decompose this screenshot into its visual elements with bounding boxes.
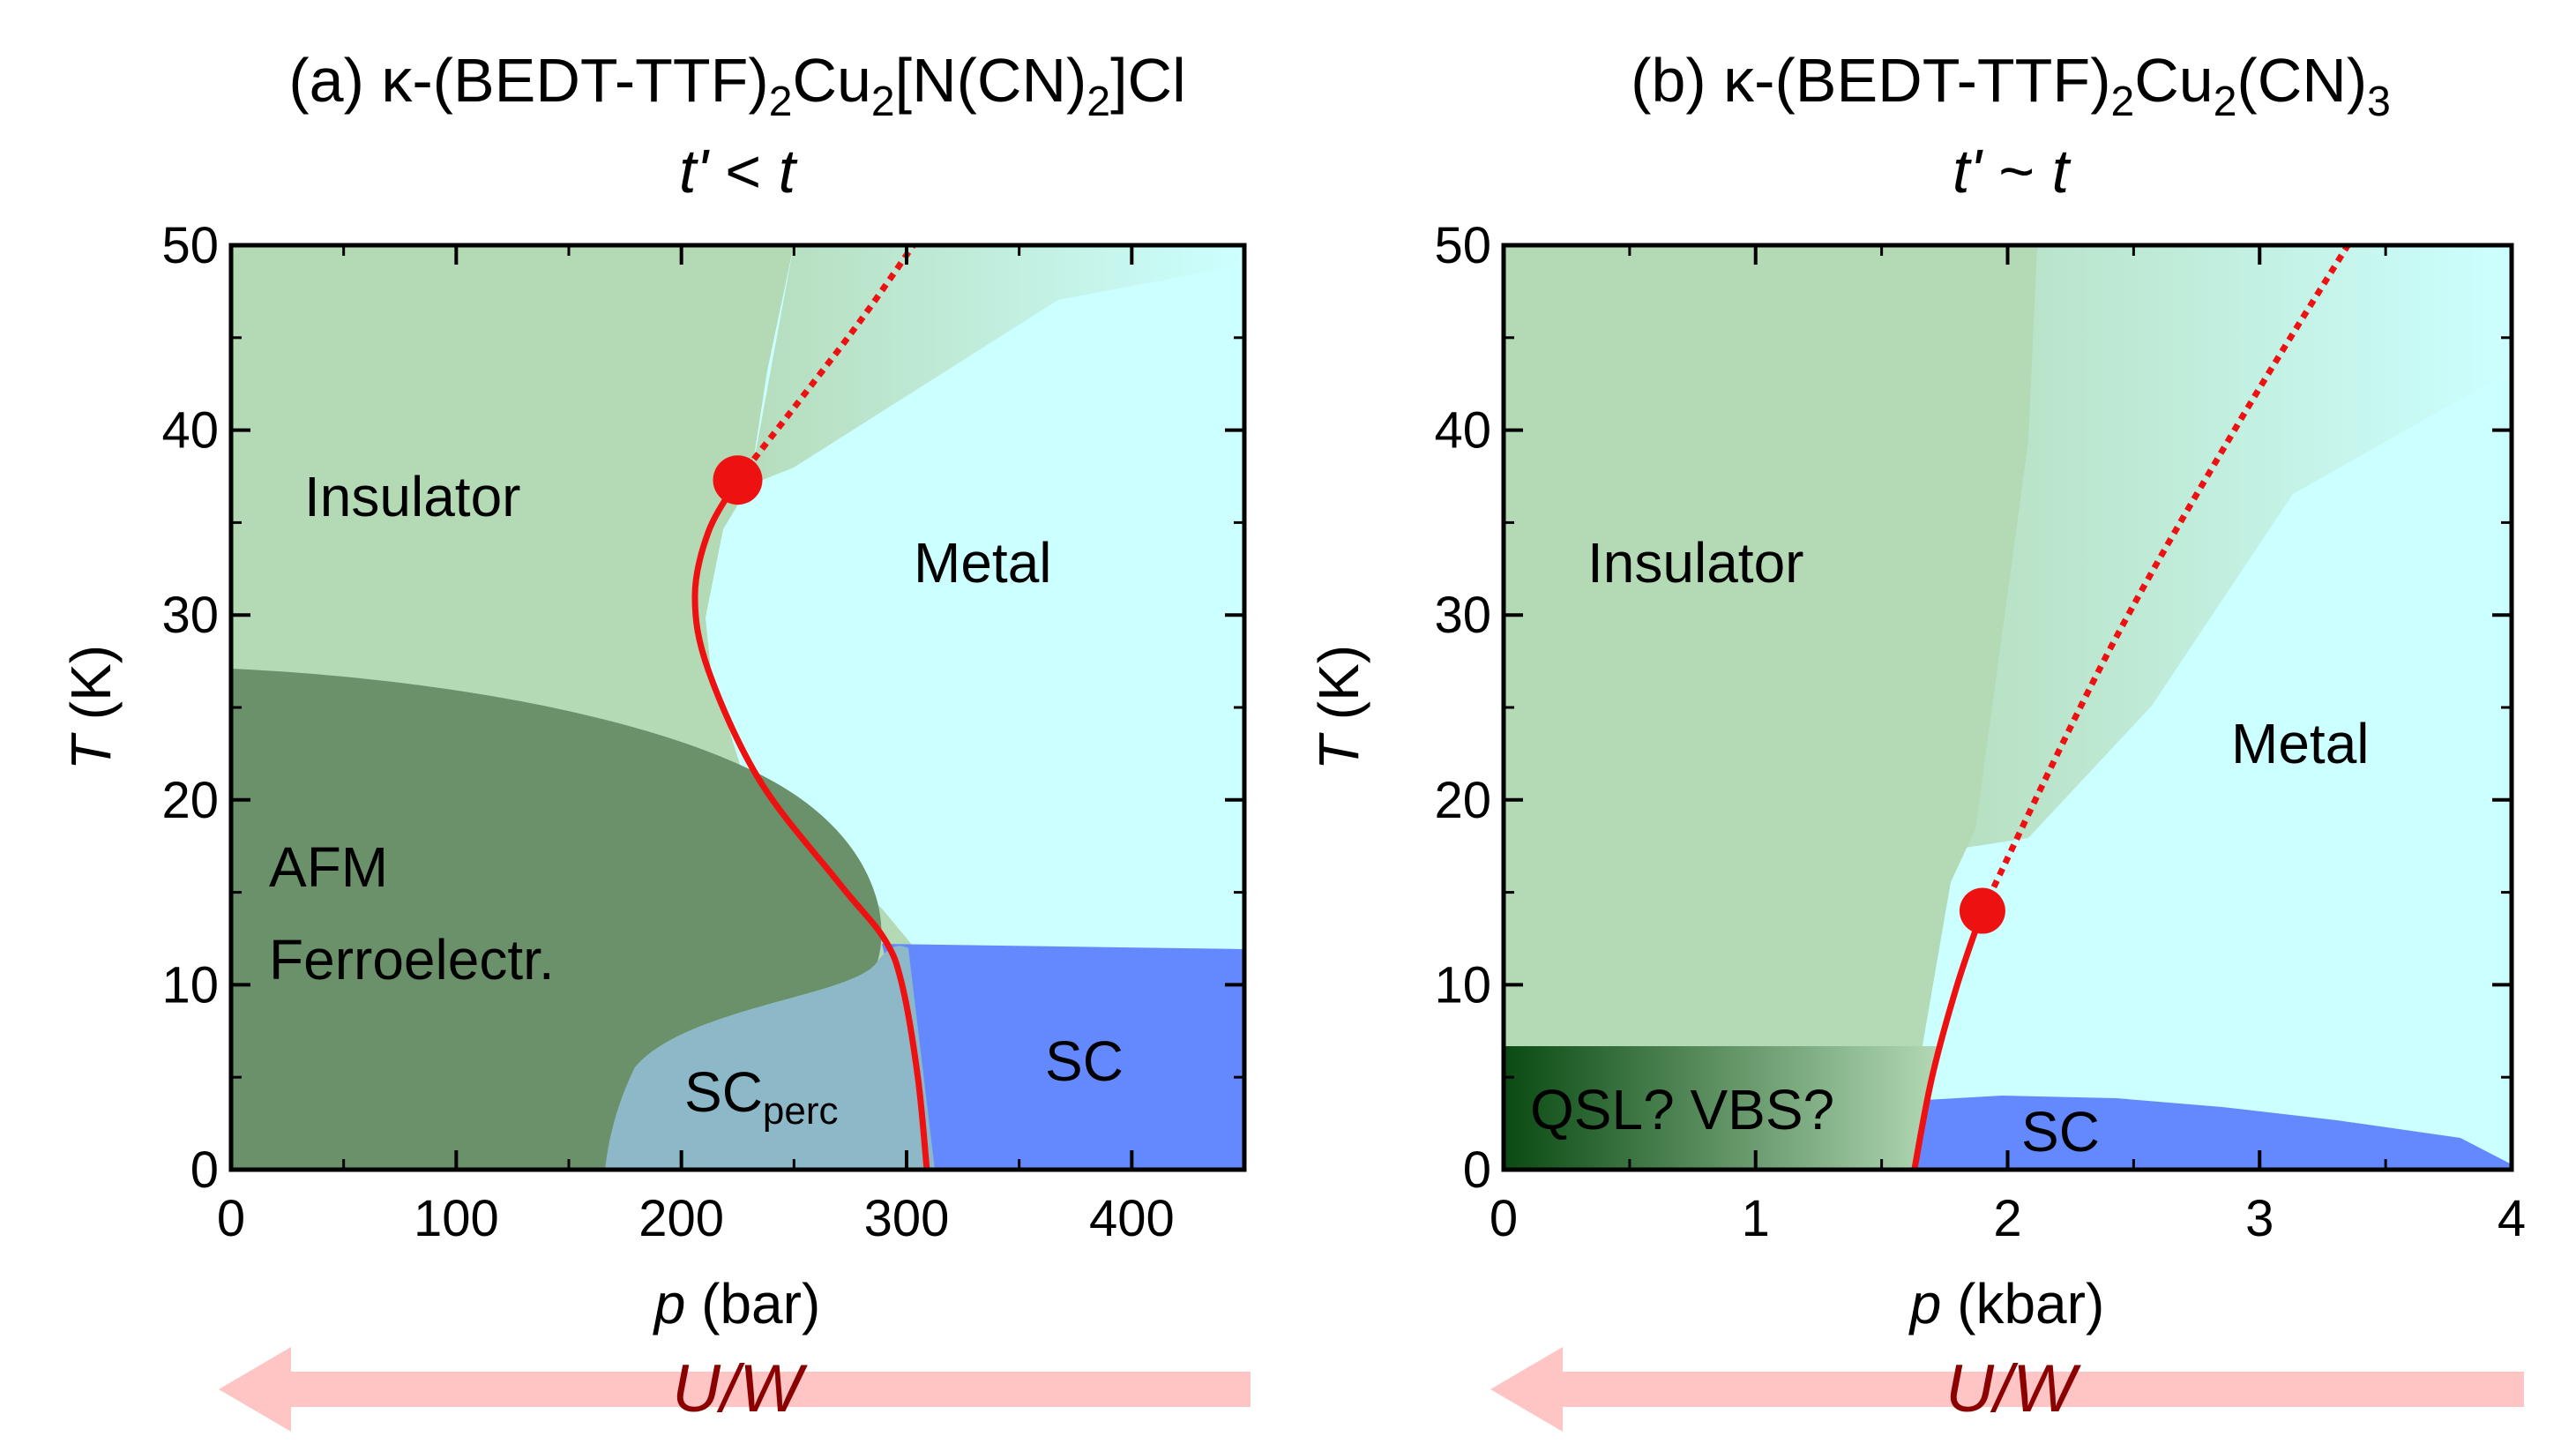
afm-region-a	[231, 669, 882, 1170]
critical-point-b	[1959, 887, 2005, 934]
crossover-region-a	[750, 245, 1244, 485]
y-tick-label: 0	[1463, 1141, 1491, 1199]
region-label-insulator-b: Insulator	[1587, 531, 1803, 595]
region-label-sc-a: SC	[1045, 1029, 1124, 1093]
qsl-region-b	[1504, 1046, 1940, 1170]
chart-subtitle-b: t' ~ t	[1953, 137, 2072, 206]
y-tick-label: 50	[161, 217, 219, 274]
chart-title-b: (b) κ-(BEDT-TTF)2Cu2(CN)3	[1631, 46, 2391, 125]
x-tick-label: 400	[1089, 1190, 1175, 1247]
y-tick-label: 20	[1434, 772, 1491, 829]
y-tick-label: 0	[190, 1141, 219, 1199]
uw-arrow-a	[219, 1347, 1251, 1432]
x-tick-label: 200	[638, 1190, 724, 1247]
first-order-line-a	[691, 478, 930, 1170]
sc-region-a	[882, 944, 1244, 1170]
y-tick-label: 40	[1434, 402, 1491, 460]
insulator-region-b	[1504, 245, 2037, 1170]
chart-title-a: (a) κ-(BEDT-TTF)2Cu2[N(CN)2]Cl	[288, 46, 1185, 125]
y-tick-label: 30	[1434, 587, 1491, 644]
y-axis-label-a: T (K)	[59, 645, 123, 770]
crossover-line-a	[735, 245, 916, 483]
uw-arrow-label-b: U/W	[1945, 1351, 2081, 1426]
region-label-qsl-b: QSL? VBS?	[1530, 1078, 1834, 1141]
region-label-afm-a: AFM	[269, 835, 388, 899]
y-tick-label: 50	[1434, 217, 1491, 274]
ticks-a: 0 100 200 300 400 0 10 20 30 40 50	[161, 217, 1244, 1247]
crossover-line-b	[1979, 245, 2351, 913]
y-axis-label-b: T (K)	[1307, 645, 1370, 770]
x-tick-label: 0	[1490, 1190, 1518, 1247]
y-tick-label: 30	[161, 587, 219, 644]
x-tick-label: 0	[217, 1190, 245, 1247]
uw-arrow-b	[1490, 1347, 2524, 1432]
x-tick-label: 3	[2245, 1190, 2274, 1247]
y-tick-label: 10	[161, 956, 219, 1014]
x-axis-label-b: p (kbar)	[1908, 1272, 2105, 1336]
y-tick-label: 40	[161, 402, 219, 460]
region-label-sc-b: SC	[2021, 1100, 2100, 1163]
x-axis-label-a: p (bar)	[653, 1272, 821, 1336]
region-label-metal-a: Metal	[914, 531, 1052, 595]
region-label-scperc-a: SCperc	[684, 1060, 839, 1133]
y-tick-label: 20	[161, 772, 219, 829]
region-label-insulator-a: Insulator	[304, 465, 520, 528]
x-tick-label: 2	[1993, 1190, 2021, 1247]
chart-subtitle-a: t' < t	[679, 137, 798, 206]
uw-arrow-label-a: U/W	[672, 1351, 808, 1426]
x-tick-label: 300	[864, 1190, 950, 1247]
panel-a: 0 100 200 300 400 0 10 20 30 40 50 Insulator Metal…	[59, 46, 1251, 1432]
x-tick-label: 1	[1742, 1190, 1770, 1247]
y-tick-label: 10	[1434, 956, 1491, 1014]
first-order-line-b	[1911, 909, 1986, 1170]
x-tick-label: 100	[414, 1190, 499, 1247]
sc-region-b	[1900, 1096, 2512, 1170]
region-label-ferro-a: Ferroelectr.	[269, 928, 555, 991]
crossover-region-b	[1914, 245, 2512, 856]
x-tick-label: 4	[2498, 1190, 2526, 1247]
critical-point-a	[713, 455, 763, 505]
region-label-metal-b: Metal	[2231, 712, 2370, 775]
scperc-region-a	[605, 946, 935, 1170]
